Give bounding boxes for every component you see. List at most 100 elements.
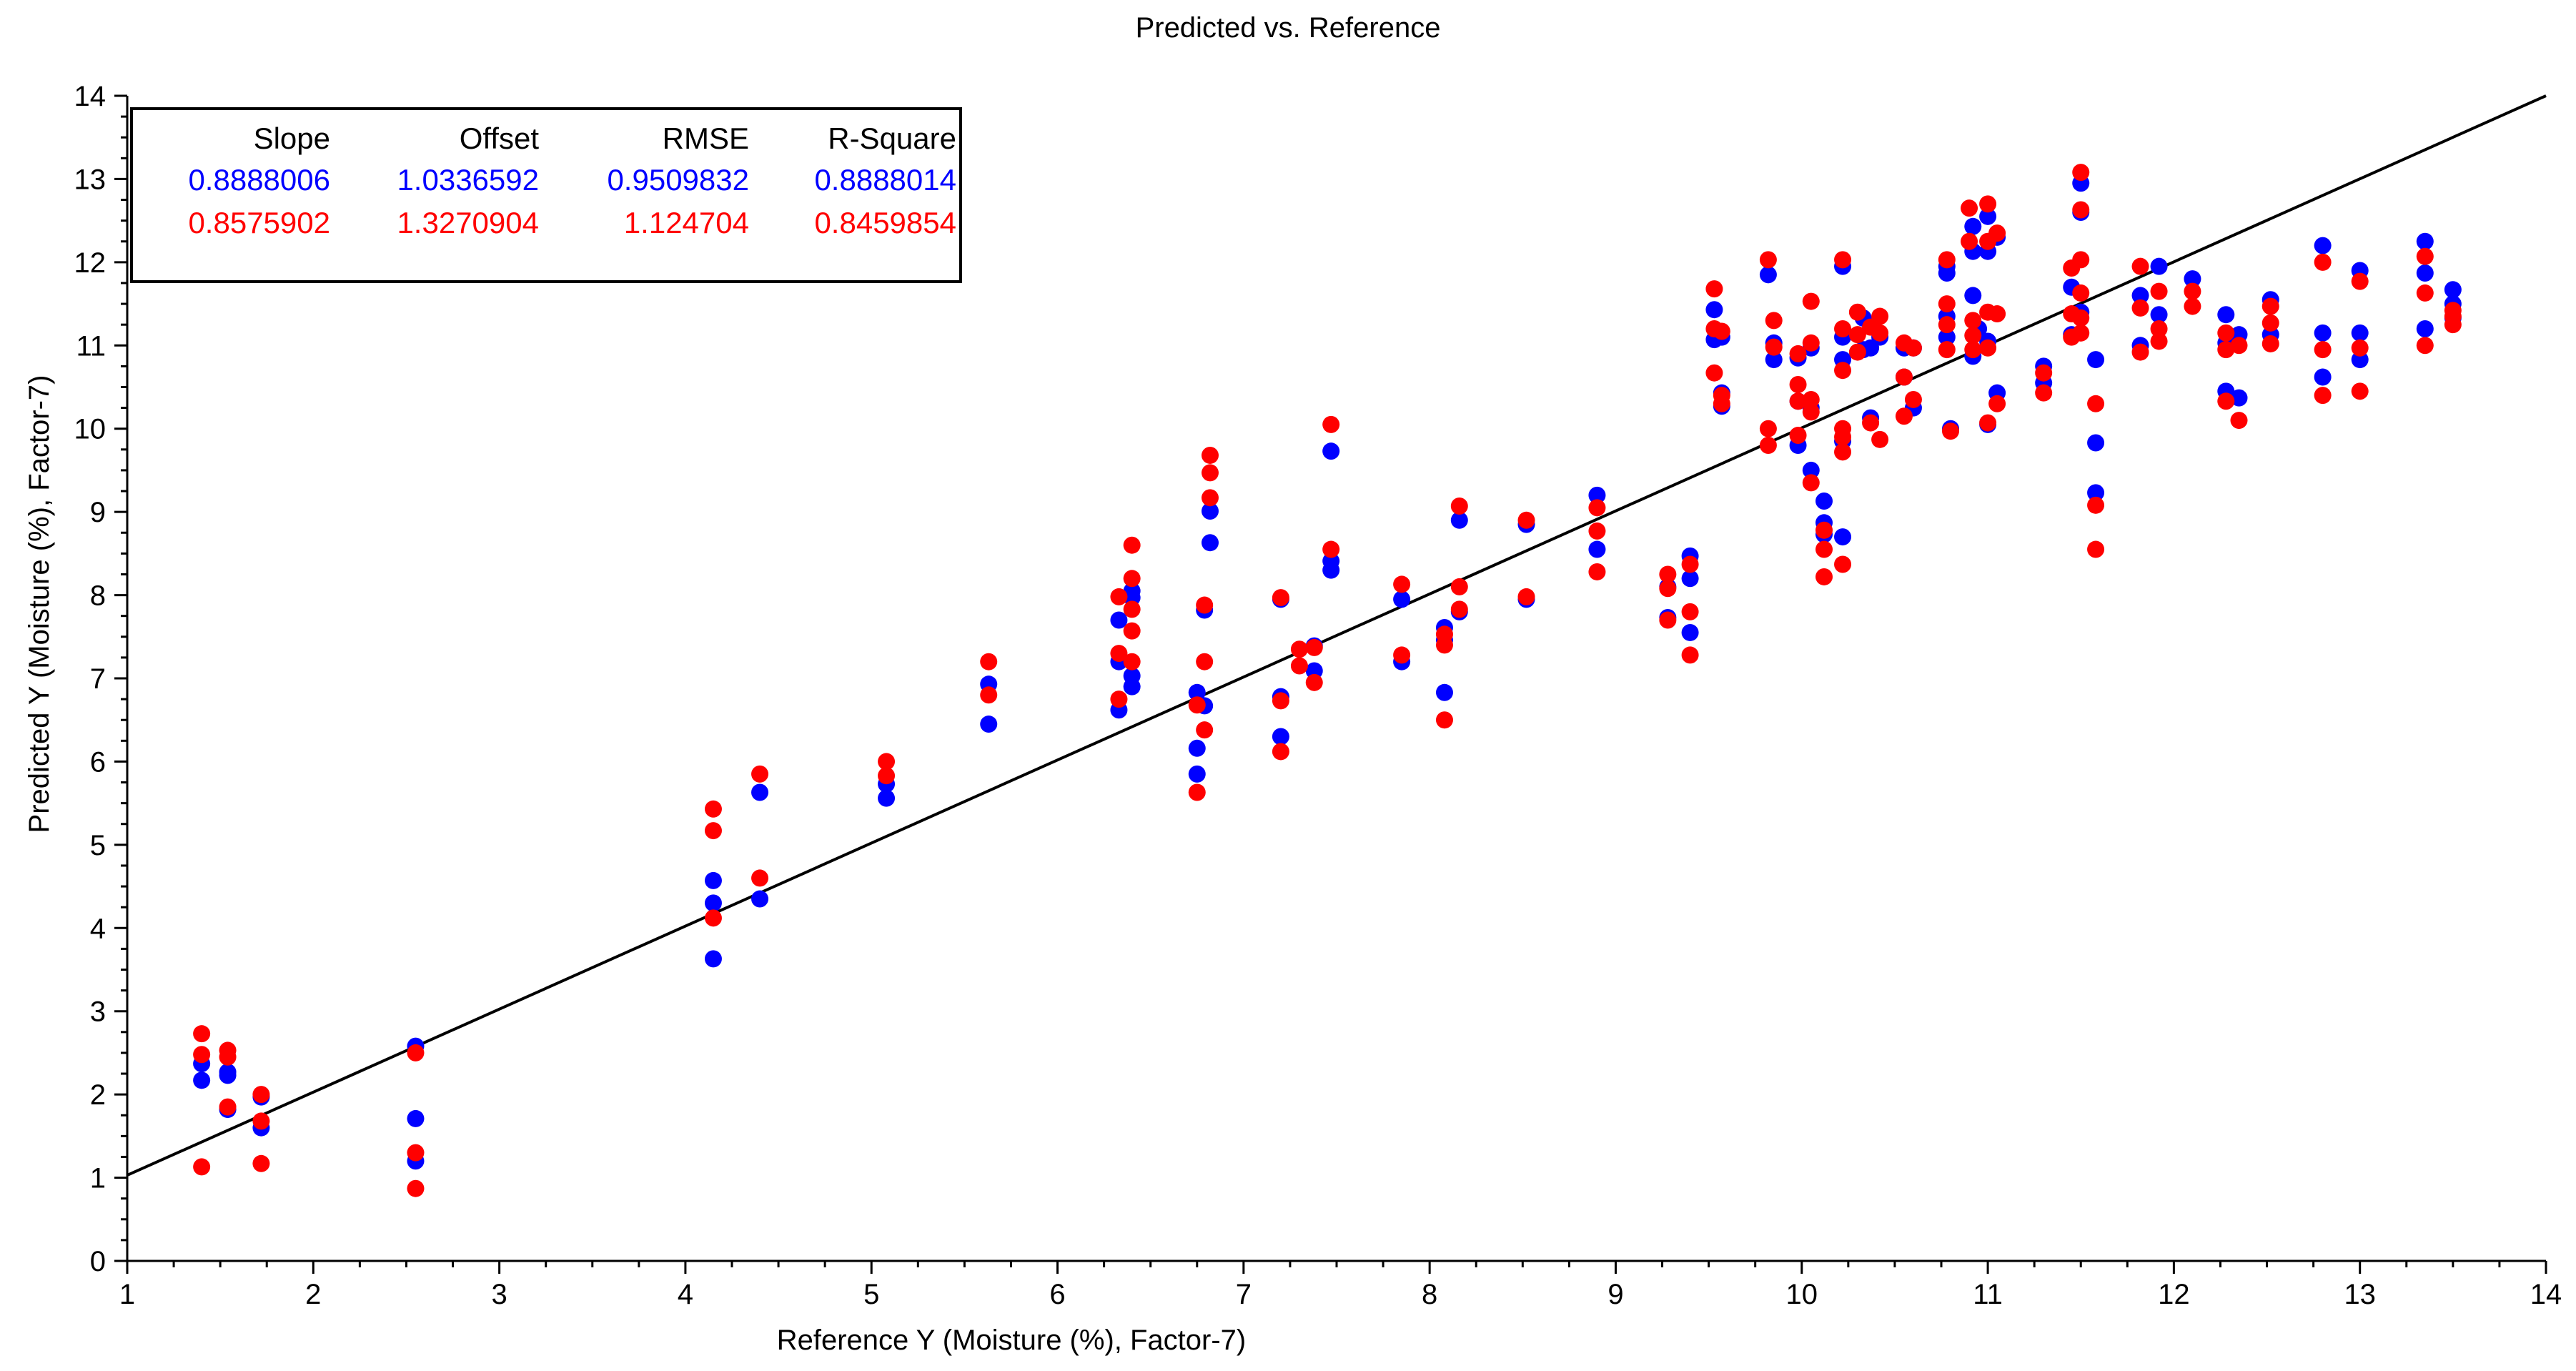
validation-point [1895, 368, 1913, 386]
calibration-point [1964, 217, 1982, 235]
calibration-point [1938, 264, 1956, 282]
validation-point [1802, 390, 1820, 408]
validation-point [1802, 474, 1820, 492]
validation-point [1201, 446, 1219, 464]
validation-point [1895, 407, 1913, 425]
validation-point [1964, 341, 1982, 359]
validation-point [2035, 384, 2053, 402]
validation-point [2351, 339, 2369, 357]
validation-point [1904, 390, 1922, 408]
y-tick-label: 7 [90, 663, 106, 695]
validation-point [1123, 622, 1141, 640]
validation-point [1815, 568, 1833, 585]
validation-point [2072, 284, 2090, 302]
validation-point [2314, 341, 2332, 359]
calibration-point [219, 1066, 237, 1084]
validation-point [1110, 691, 1128, 708]
calibration-point [704, 950, 722, 968]
validation-point [1272, 589, 1289, 607]
validation-point [1517, 588, 1535, 605]
validation-point [1802, 334, 1820, 352]
calibration-point [407, 1109, 425, 1127]
stats-value: 0.8575902 [188, 206, 330, 239]
calibration-point [704, 871, 722, 889]
calibration-point [1188, 683, 1206, 701]
validation-point [407, 1044, 425, 1061]
calibration-point [193, 1071, 211, 1089]
x-tick-label: 5 [863, 1279, 879, 1310]
x-tick-label: 14 [2530, 1279, 2562, 1310]
calibration-point [1393, 590, 1411, 608]
y-tick-label: 8 [90, 580, 106, 612]
validation-point [878, 753, 896, 771]
validation-point [1188, 783, 1206, 801]
validation-point [193, 1158, 211, 1176]
validation-point [1789, 345, 1807, 362]
calibration-point [1322, 442, 1340, 460]
validation-point [751, 869, 769, 887]
calibration-point [704, 894, 722, 912]
validation-point [407, 1144, 425, 1162]
calibration-point [2087, 484, 2105, 502]
stats-value: 1.0336592 [397, 163, 539, 197]
validation-point [1961, 199, 1978, 217]
validation-point [1588, 563, 1606, 580]
validation-point [2217, 341, 2235, 359]
calibration-point [2087, 434, 2105, 452]
stats-header: Slope [254, 122, 330, 155]
y-tick-label: 5 [90, 830, 106, 861]
validation-point [1942, 422, 1960, 440]
validation-point [1322, 540, 1340, 558]
calibration-point [1450, 511, 1468, 529]
validation-point [2262, 314, 2279, 332]
y-tick-label: 3 [90, 996, 106, 1028]
validation-point [1393, 646, 1411, 664]
calibration-point [2150, 306, 2168, 324]
validation-point [1123, 600, 1141, 618]
validation-point [1188, 696, 1206, 714]
validation-point [1802, 403, 1820, 421]
calibration-point [2314, 237, 2332, 254]
validation-point [1759, 420, 1777, 437]
validation-point [1588, 522, 1606, 540]
validation-point [2416, 337, 2434, 355]
calibration-point [1201, 502, 1219, 520]
stats-value: 0.9509832 [607, 163, 749, 197]
validation-point [1815, 521, 1833, 539]
calibration-point [1705, 301, 1723, 319]
validation-point [1759, 437, 1777, 454]
validation-point [1765, 338, 1783, 356]
calibration-point [1765, 351, 1783, 369]
validation-point [1435, 636, 1453, 654]
validation-point [2072, 309, 2090, 327]
stats-value: 1.124704 [624, 206, 749, 239]
validation-point [704, 800, 722, 818]
calibration-point [2217, 306, 2235, 324]
calibration-point [2416, 320, 2434, 337]
validation-point [1938, 341, 1956, 359]
validation-point [1681, 555, 1699, 573]
validation-point [704, 822, 722, 840]
validation-point [1196, 653, 1214, 670]
calibration-point [2184, 270, 2201, 288]
calibration-point [1588, 540, 1606, 558]
validation-point [980, 686, 998, 704]
validation-point [1938, 251, 1956, 269]
validation-point [2150, 332, 2168, 350]
y-axis-label: Predicted Y (Moisture (%), Factor-7) [24, 375, 55, 833]
y-tick-label: 14 [74, 81, 106, 112]
y-tick-label: 11 [76, 330, 106, 362]
x-tick-label: 3 [491, 1279, 507, 1310]
y-tick-label: 1 [90, 1163, 106, 1194]
validation-point [1848, 343, 1866, 361]
calibration-point [1979, 207, 1997, 225]
stats-header: Offset [460, 122, 540, 155]
y-tick-label: 10 [74, 414, 106, 445]
validation-point [1450, 600, 1468, 618]
validation-point [1789, 392, 1807, 410]
calibration-point [2416, 232, 2434, 250]
regression-line [127, 94, 2547, 1177]
calibration-point [1322, 561, 1340, 579]
validation-point [2444, 316, 2462, 334]
validation-point [751, 765, 769, 783]
